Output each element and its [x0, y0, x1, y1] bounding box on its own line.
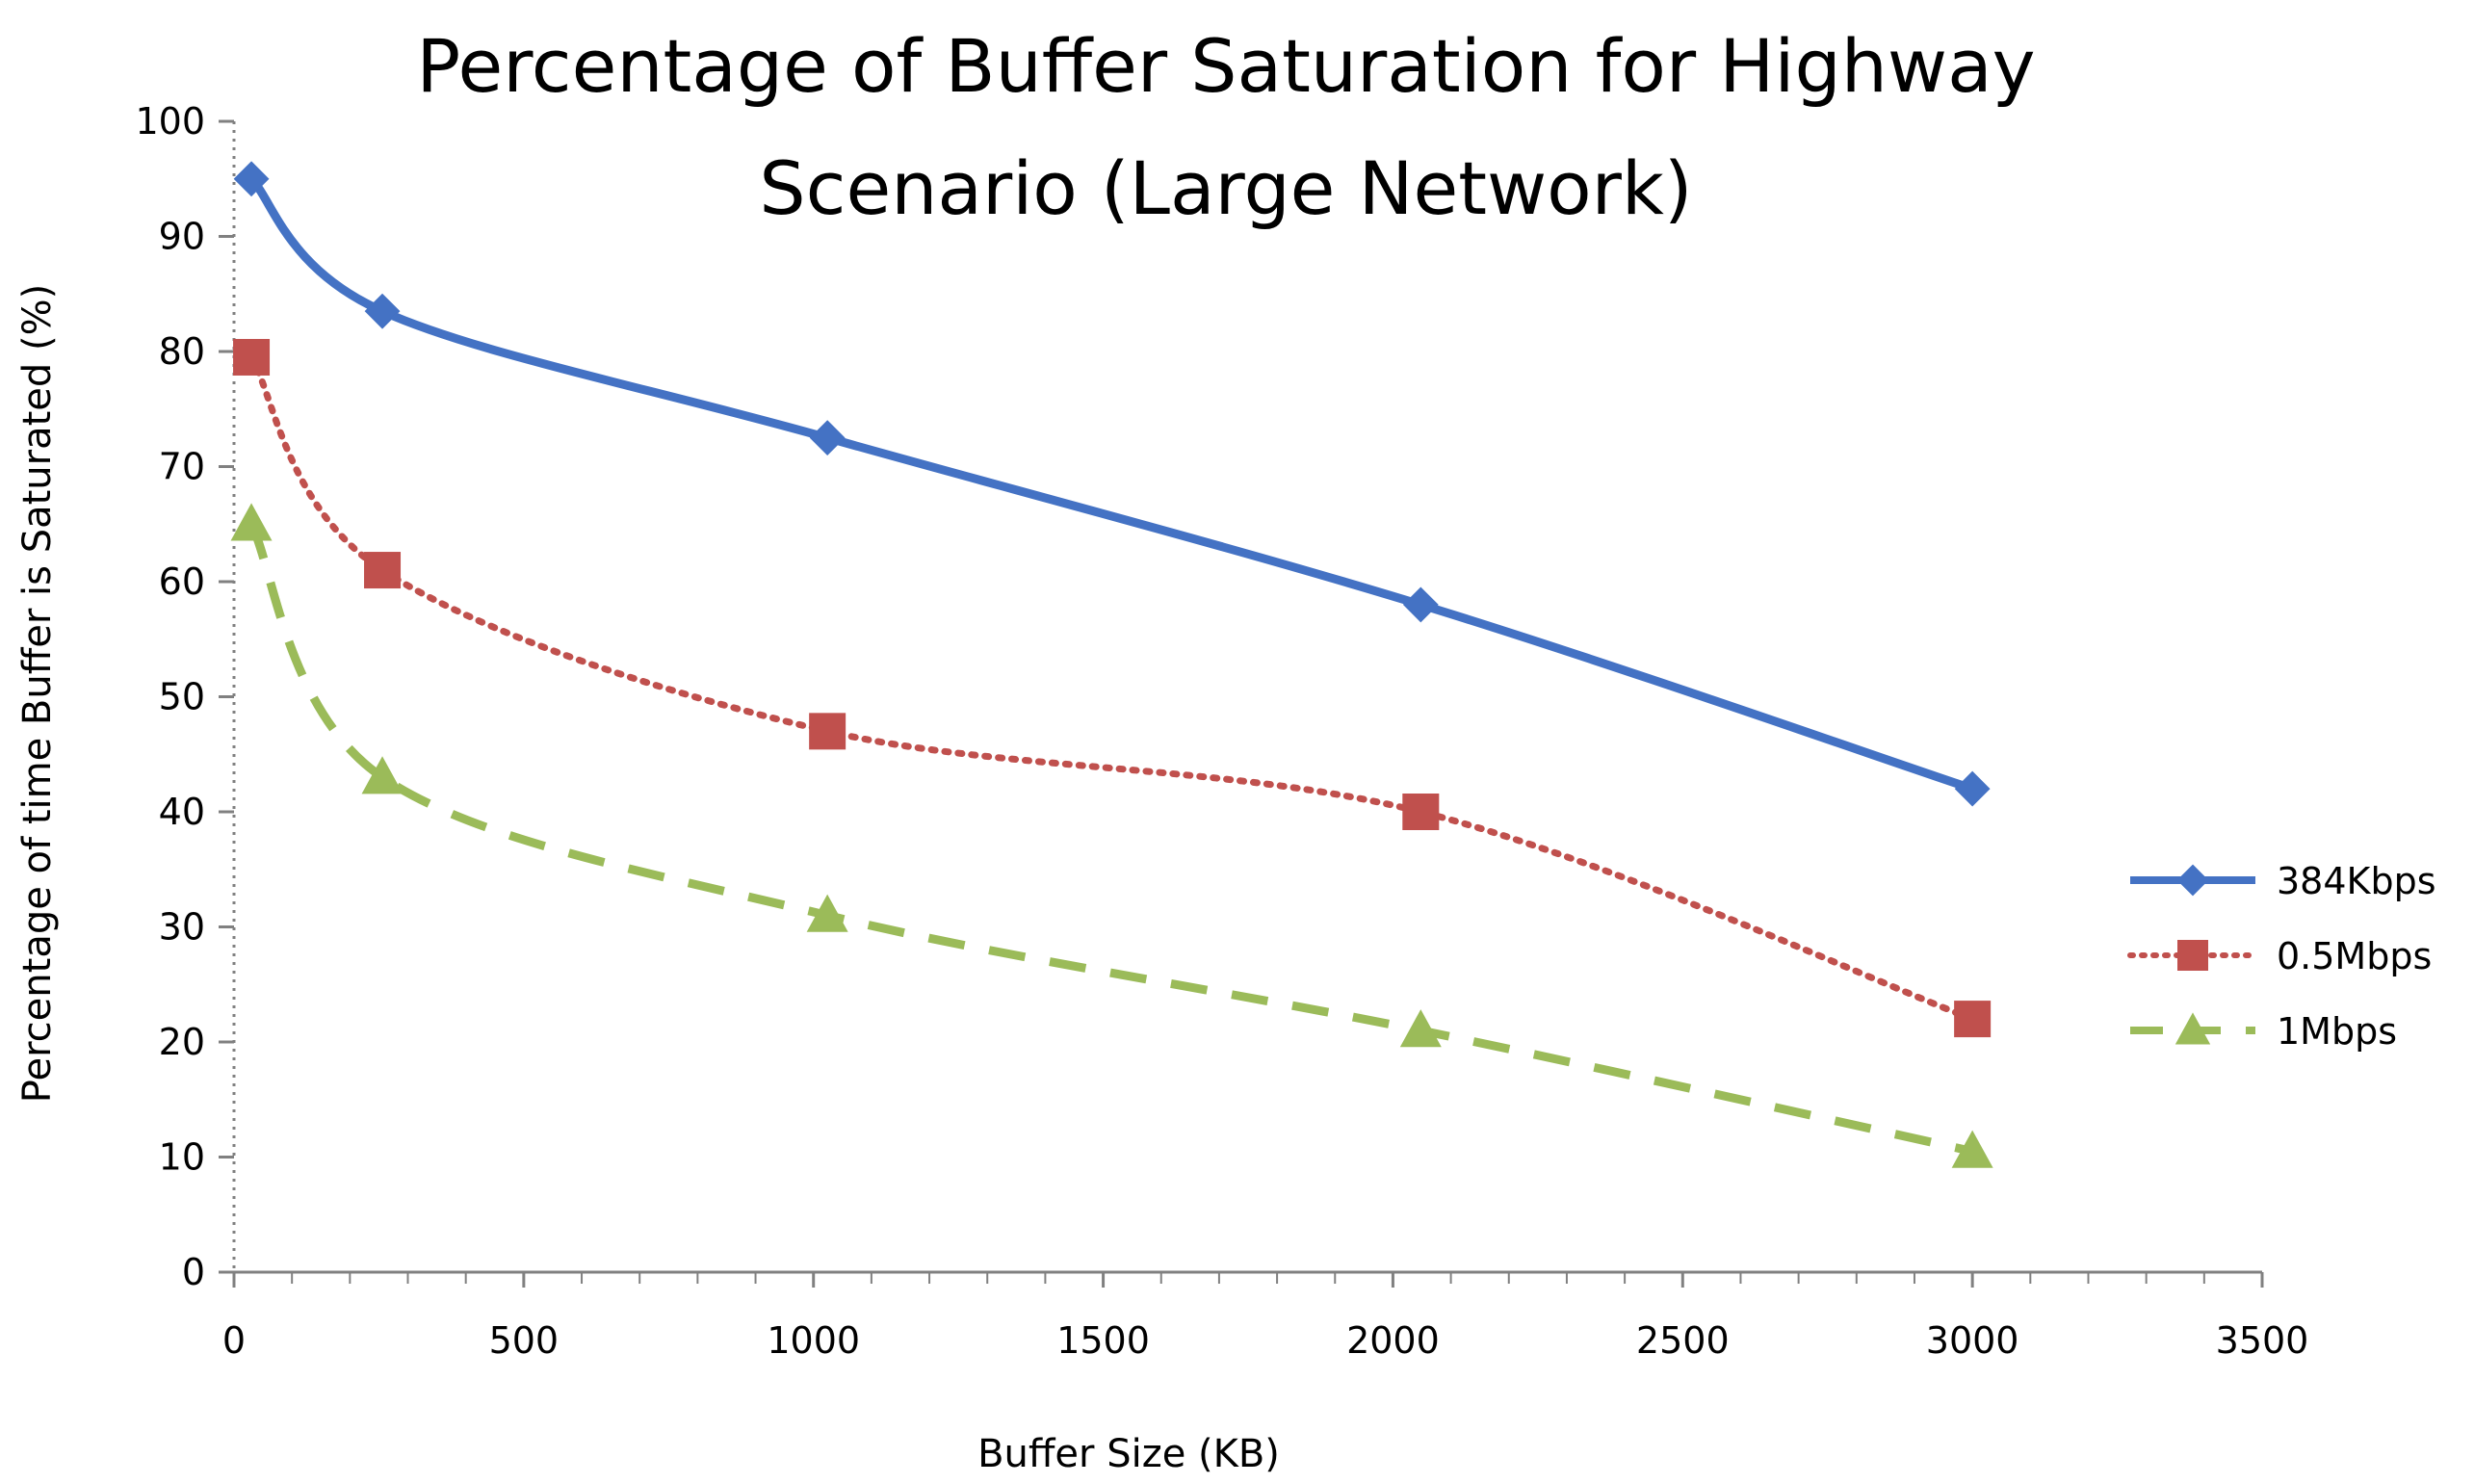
data-point — [1951, 1130, 1993, 1168]
series-line — [247, 175, 1974, 794]
x-tick-label: 1000 — [767, 1319, 860, 1362]
x-axis-title: Buffer Size (KB) — [977, 1432, 1280, 1476]
y-tick-label: 90 — [159, 216, 205, 258]
y-axis-title: Percentage of time Buffer is Saturated (… — [15, 284, 60, 1103]
y-tick-label: 80 — [159, 330, 205, 373]
y-tick-label: 10 — [159, 1136, 205, 1179]
legend-marker — [2175, 1012, 2211, 1045]
series-384Kbps — [233, 161, 1991, 807]
data-point — [1954, 1001, 1992, 1038]
legend-label: 0.5Mbps — [2277, 935, 2432, 977]
legend-label: 1Mbps — [2277, 1010, 2397, 1053]
data-point — [1399, 1009, 1442, 1048]
chart-title-line-1: Percentage of Buffer Saturation for High… — [416, 23, 2035, 109]
legend-marker — [2176, 864, 2209, 897]
y-tick-label: 40 — [159, 791, 205, 833]
series-1Mbps — [230, 503, 1993, 1168]
data-point — [364, 293, 401, 329]
y-tick-label: 100 — [135, 100, 205, 143]
data-point — [233, 338, 271, 376]
chart-title: Percentage of Buffer Saturation for High… — [416, 23, 2035, 231]
y-tick-label: 50 — [159, 676, 205, 718]
data-point — [230, 503, 273, 541]
legend-entry: 1Mbps — [2130, 1010, 2397, 1053]
data-point — [361, 756, 404, 794]
y-tick-label: 60 — [159, 560, 205, 603]
y-tick-label: 20 — [159, 1021, 205, 1063]
x-tick-label: 500 — [489, 1319, 560, 1362]
chart-title-line-2: Scenario (Large Network) — [759, 145, 1692, 231]
series-line — [247, 522, 1974, 1156]
data-point — [1954, 770, 1991, 807]
series-0.5Mbps — [233, 338, 1992, 1038]
y-tick-label: 30 — [159, 906, 205, 949]
y-tick-label: 0 — [182, 1251, 205, 1293]
x-tick-label: 3500 — [2216, 1319, 2309, 1362]
x-tick-label: 2500 — [1636, 1319, 1730, 1362]
x-tick-label: 2000 — [1346, 1319, 1440, 1362]
x-tick-label: 3000 — [1926, 1319, 2019, 1362]
legend: 384Kbps 0.5Mbps 1Mbps — [2127, 860, 2436, 1053]
series-line — [247, 353, 1976, 1023]
legend-entry: 384Kbps — [2130, 860, 2436, 902]
data-point — [233, 161, 270, 197]
data-point — [806, 894, 848, 932]
data-point — [1402, 794, 1440, 830]
data-point — [1402, 586, 1439, 623]
data-point — [364, 552, 402, 589]
x-tick-label: 0 — [222, 1319, 246, 1362]
data-point — [809, 420, 846, 456]
y-tick-label: 70 — [159, 446, 205, 488]
legend-label: 384Kbps — [2277, 860, 2436, 902]
data-point — [809, 713, 846, 750]
x-tick-label: 1500 — [1056, 1319, 1150, 1362]
legend-entry: 0.5Mbps — [2127, 935, 2432, 977]
legend-marker — [2177, 940, 2208, 971]
